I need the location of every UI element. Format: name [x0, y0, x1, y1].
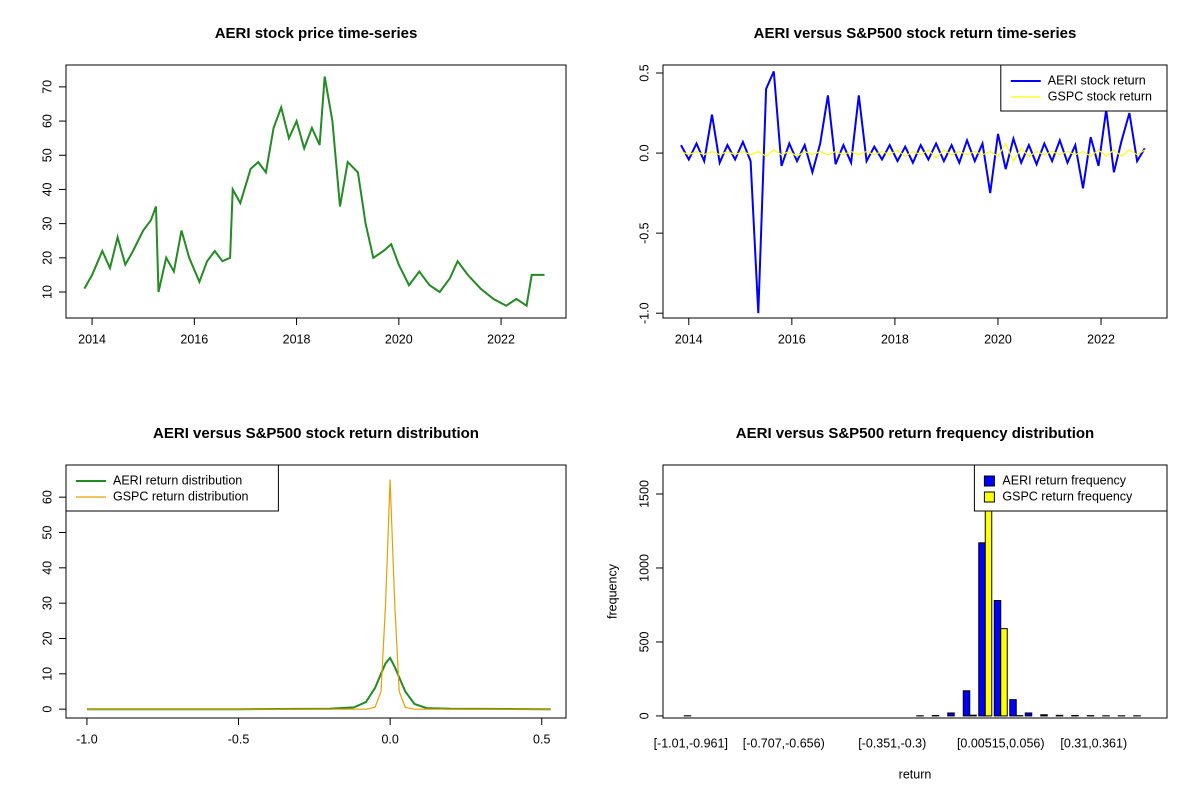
- bar: [962, 690, 971, 717]
- y-tick-label: 0.0: [637, 144, 651, 161]
- plot-area: [683, 465, 1141, 717]
- panel: AERI versus S&P500 stock return time-ser…: [637, 25, 1168, 346]
- legend-label: GSPC return frequency: [1002, 489, 1133, 503]
- panel: AERI stock price time-series 10 20 30 40 50 60…: [40, 25, 567, 346]
- panel-title: AERI stock price time-series: [215, 25, 418, 42]
- y-tick-label: 50: [40, 148, 54, 162]
- x-tick-label: 2018: [283, 332, 311, 346]
- bar: [1009, 699, 1017, 717]
- x-axis-label: return: [899, 767, 932, 781]
- y-tick-label: 40: [40, 182, 54, 196]
- plot-frame: [662, 464, 1168, 719]
- y-tick-label: 20: [40, 631, 54, 645]
- legend-swatch: [983, 475, 995, 487]
- y-tick-label: 1500: [637, 480, 651, 508]
- plot-frame: [65, 64, 567, 319]
- bar: [969, 714, 977, 717]
- bar: [978, 542, 986, 717]
- x-tick-label: [0.31,0.361): [1060, 736, 1127, 750]
- plot-frame: [662, 64, 1168, 319]
- y-tick-label: -1.0: [637, 302, 651, 324]
- x-tick-label: 2018: [881, 332, 909, 346]
- y-tick-label: 60: [40, 490, 54, 504]
- legend-label: GSPC stock return: [1048, 89, 1152, 103]
- legend-box: [973, 464, 1168, 512]
- x-tick-label: 2022: [487, 332, 515, 346]
- plot-area: [680, 70, 1146, 314]
- y-tick-label: 30: [40, 217, 54, 231]
- series-line: [83, 76, 545, 308]
- bar: [1040, 714, 1048, 717]
- plot-frame: [65, 464, 567, 719]
- y-tick-label: 0: [637, 712, 651, 719]
- legend-label: AERI return distribution: [113, 473, 242, 487]
- panel-title: AERI versus S&P500 stock return distribu…: [153, 425, 479, 442]
- legend-box: [1000, 64, 1168, 112]
- x-tick-label: [-1.01,-0.961]: [654, 736, 728, 750]
- y-axis-label: frequency: [605, 563, 619, 619]
- panel-title: AERI versus S&P500 return frequency dist…: [736, 425, 1094, 442]
- y-tick-label: 30: [40, 596, 54, 610]
- legend-swatch: [983, 491, 995, 503]
- panel: AERI versus S&P500 stock return distribu…: [40, 425, 567, 746]
- y-tick-label: -0.5: [637, 222, 651, 244]
- plot-area: [86, 479, 551, 711]
- x-tick-label: 2022: [1087, 332, 1115, 346]
- panel-title: AERI versus S&P500 stock return time-ser…: [754, 25, 1077, 42]
- x-tick-label: [-0.707,-0.656): [743, 736, 825, 750]
- bar: [1055, 714, 1064, 717]
- series-line: [680, 142, 1146, 163]
- y-tick-label: 10: [40, 285, 54, 299]
- plot-area: [83, 76, 545, 308]
- bar: [984, 465, 993, 717]
- y-tick-label: 50: [40, 525, 54, 539]
- panel: AERI versus S&P500 return frequency dist…: [605, 425, 1168, 781]
- y-tick-label: 1000: [637, 554, 651, 582]
- legend-box: [65, 464, 279, 512]
- bar: [993, 600, 1002, 717]
- y-tick-label: 60: [40, 114, 54, 128]
- y-tick-label: 40: [40, 561, 54, 575]
- y-tick-label: 500: [637, 631, 651, 652]
- y-tick-label: 20: [40, 251, 54, 265]
- bar: [1000, 628, 1008, 717]
- y-tick-label: 10: [40, 667, 54, 681]
- legend-label: AERI return frequency: [1002, 473, 1126, 487]
- series-line: [86, 479, 551, 710]
- x-tick-label: 2014: [78, 332, 106, 346]
- bar: [1024, 712, 1033, 717]
- series-line: [680, 70, 1146, 314]
- series-line: [86, 656, 551, 711]
- y-tick-label: 0.5: [637, 64, 651, 81]
- y-tick-label: 0: [40, 706, 54, 713]
- x-tick-label: [0.00515,0.056): [957, 736, 1045, 750]
- x-tick-label: 2020: [984, 332, 1012, 346]
- x-tick-label: 2016: [180, 332, 208, 346]
- x-tick-label: -0.5: [228, 732, 250, 746]
- bar: [947, 712, 955, 717]
- x-tick-label: 2020: [385, 332, 413, 346]
- legend-label: AERI stock return: [1048, 73, 1146, 87]
- x-tick-label: 2014: [675, 332, 703, 346]
- x-tick-label: 0.5: [533, 732, 550, 746]
- x-tick-label: 2016: [778, 332, 806, 346]
- legend-label: GSPC return distribution: [113, 489, 249, 503]
- x-tick-label: [-0.351,-0.3): [858, 736, 926, 750]
- y-tick-label: 70: [40, 80, 54, 94]
- x-tick-label: -1.0: [76, 732, 98, 746]
- x-tick-label: 0.0: [381, 732, 398, 746]
